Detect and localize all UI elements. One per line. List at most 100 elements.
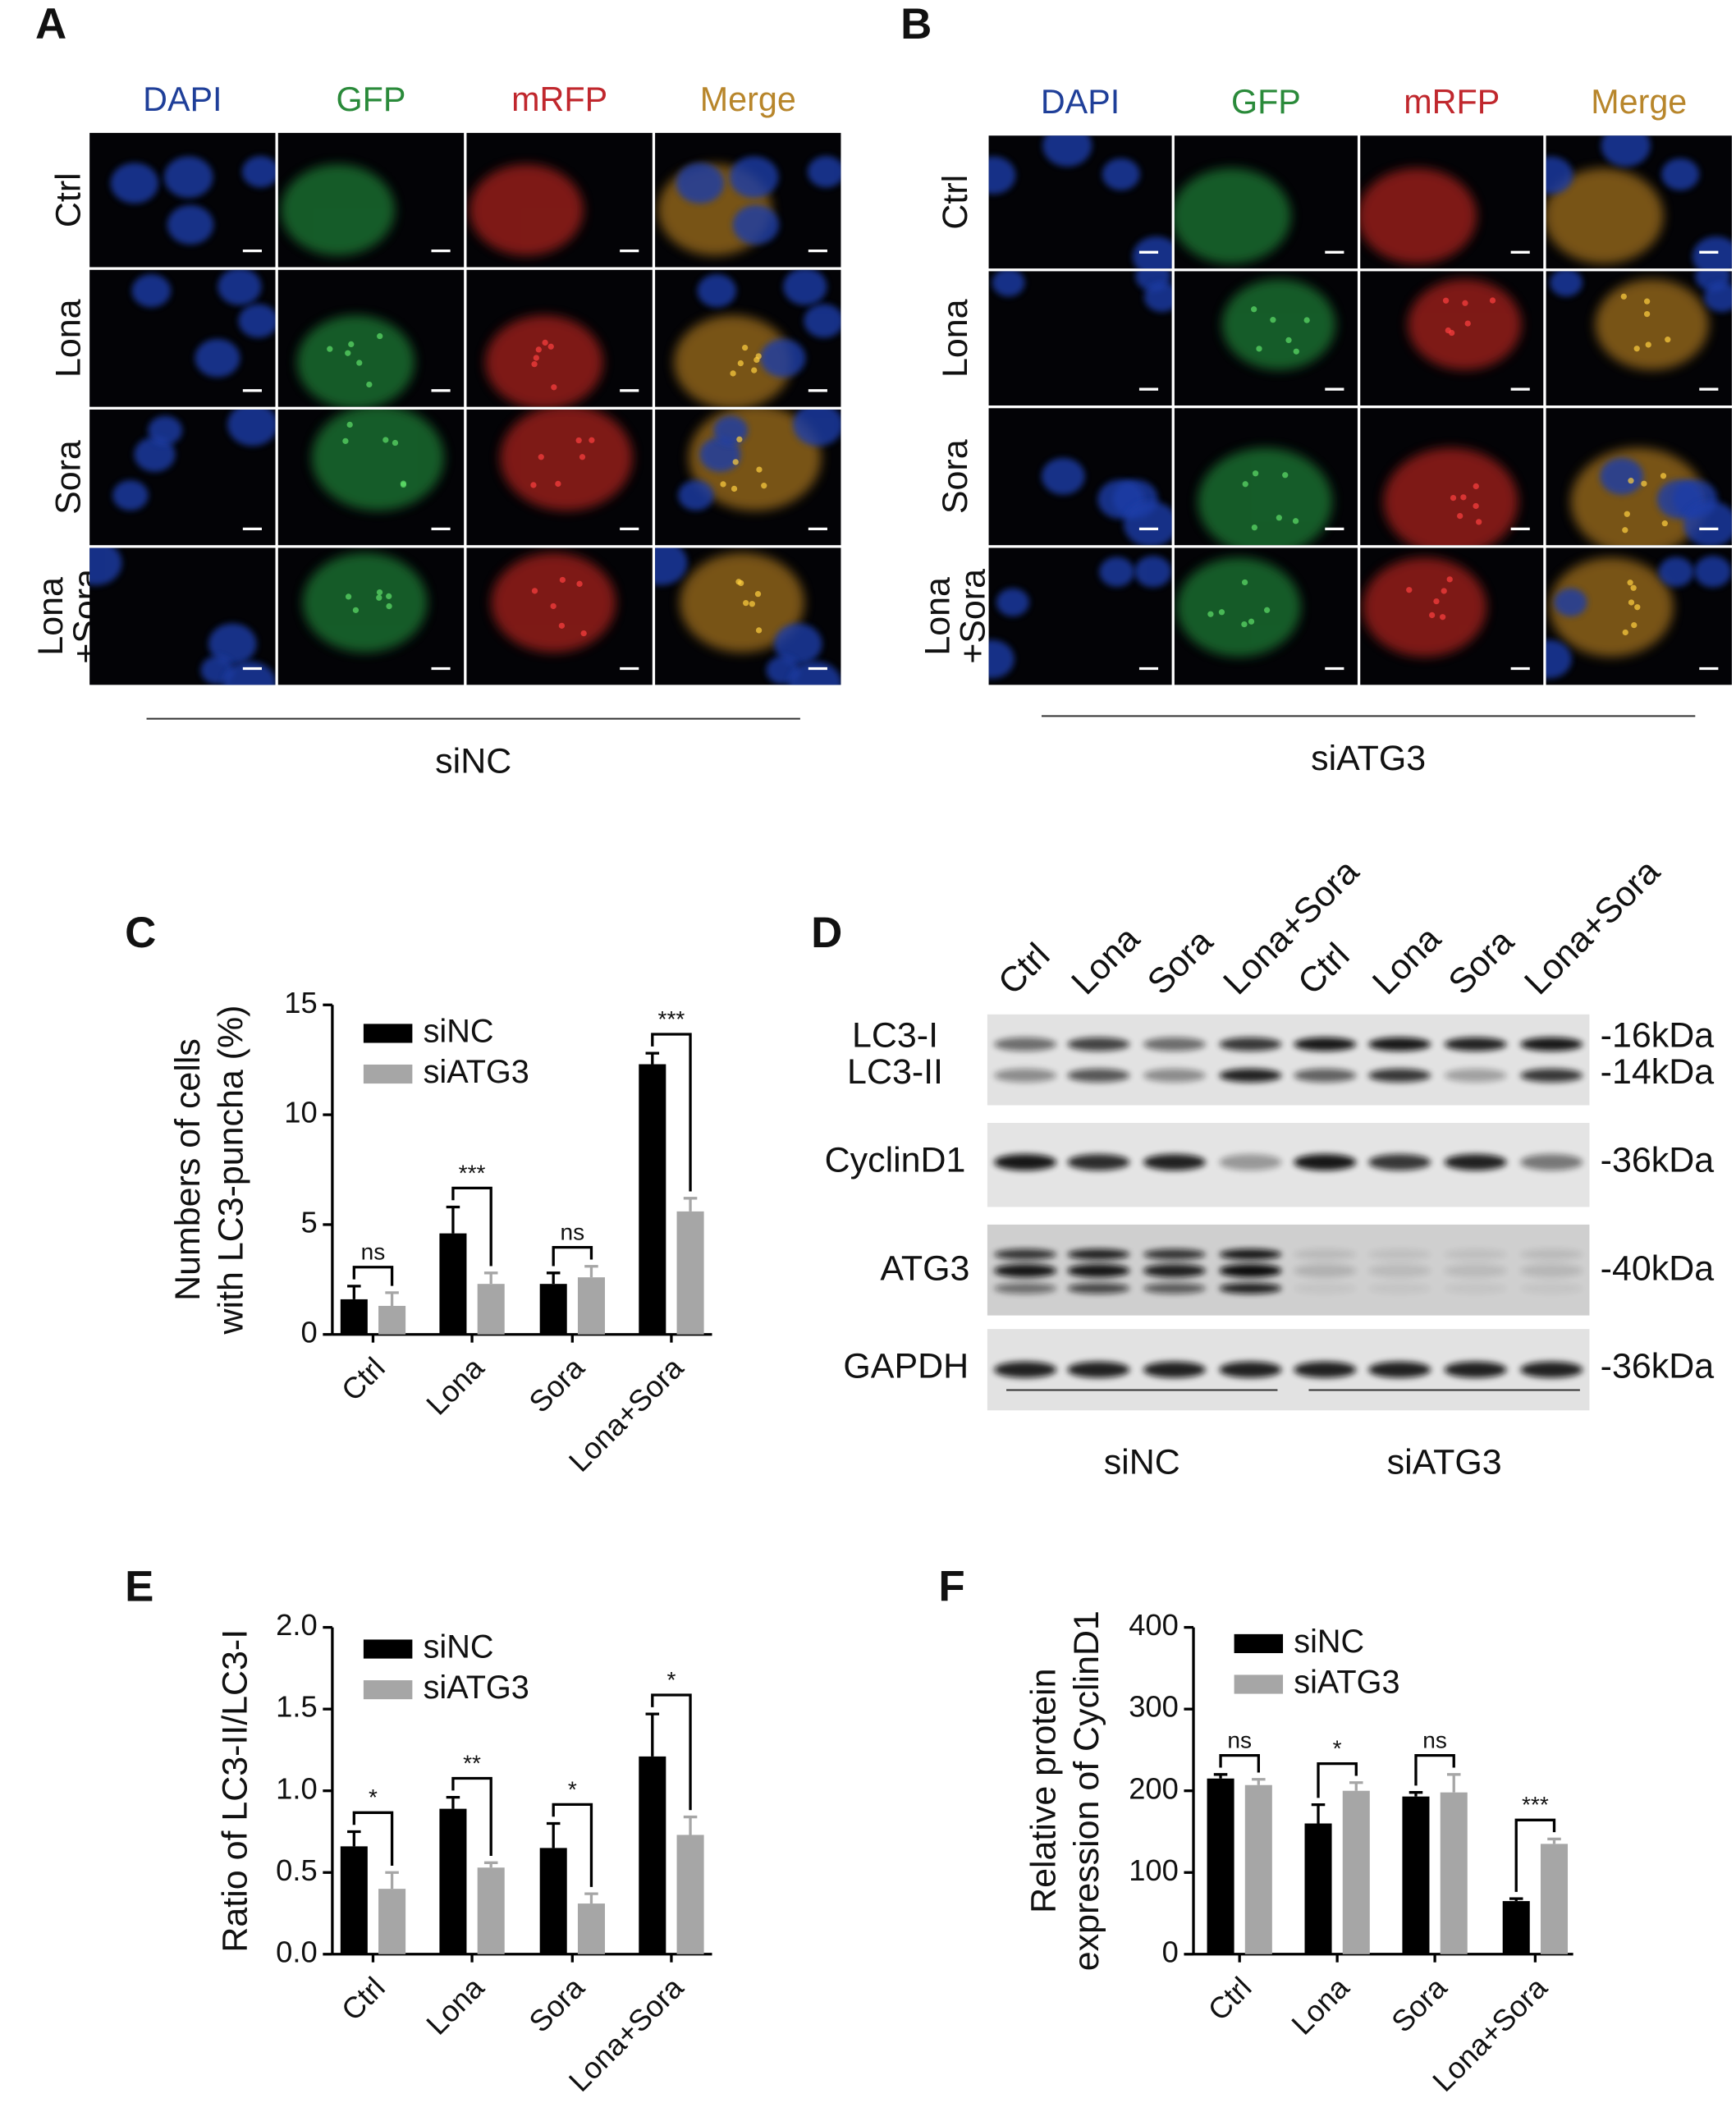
blot-band [1444,1037,1507,1051]
puncta [741,344,749,351]
significance-bracket [1414,1754,1455,1786]
micrograph [1174,135,1358,269]
nucleus [1099,557,1135,587]
micrograph [1546,271,1732,405]
blot-band [1368,1154,1431,1170]
nucleus [131,274,172,308]
error-bar [347,1285,361,1299]
significance-bracket [352,1811,394,1866]
micrograph [89,547,276,685]
puncta [1630,584,1637,591]
puncta [376,589,383,596]
micrograph-content [678,409,841,511]
nucleus [655,547,688,586]
micrograph [466,132,653,268]
nucleus [783,269,827,305]
nucleus [241,156,276,188]
puncta [1622,629,1628,636]
puncta [531,361,538,368]
error-bar [1349,1781,1363,1791]
puncta [1634,604,1641,611]
puncta [558,622,566,629]
nucleus [1601,135,1651,167]
nucleus [1694,556,1732,588]
cell-signal [1595,279,1709,370]
puncta [1476,519,1482,525]
group-label: siATG3 [1387,1443,1502,1482]
puncta [386,593,392,600]
cell-signal [1221,279,1336,370]
bar [676,1835,704,1954]
protein-label: ATG3 [880,1248,969,1288]
puncta [386,602,392,610]
nucleus [793,409,841,447]
blot-band [1143,1263,1206,1278]
micrograph [1360,271,1544,405]
group-label: siNC [1104,1443,1180,1482]
legend-swatch [363,1639,413,1659]
puncta [1263,607,1271,613]
bar [577,1277,605,1335]
micrograph-content [657,156,841,256]
blot-band [1067,1154,1130,1170]
puncta [1433,598,1440,605]
lane-label: Sora [1140,922,1221,1002]
micrograph [1360,408,1544,546]
puncta [356,360,363,366]
puncta [1449,329,1455,337]
micrograph-content [485,315,603,407]
micrograph-content [1198,447,1333,546]
puncta [1218,609,1225,616]
puncta [376,594,382,601]
micrograph-content [302,552,428,653]
puncta [1276,515,1282,521]
cell-signal [302,552,428,653]
puncta [1441,588,1447,594]
puncta [1292,518,1299,525]
puncta [1282,472,1289,479]
nucleus [1600,457,1644,495]
blot-band [1067,1263,1130,1278]
micrograph-content [674,269,841,407]
blot-band [1143,1154,1206,1170]
bar [676,1211,704,1335]
nucleus [238,304,276,338]
cell-signal [296,315,415,407]
nucleus [804,304,841,338]
nucleus [218,269,262,305]
mw-label: -36kDa [1601,1346,1715,1386]
panel-letter: C [125,909,156,957]
significance-label: ns [361,1239,386,1265]
nucleus [988,156,1016,195]
blot-band [994,1263,1057,1278]
puncta [1665,337,1671,343]
significance-label: *** [1522,1792,1549,1817]
lane-label: Lona [1365,919,1449,1003]
channel-header: GFP [337,80,406,118]
puncta [555,480,561,488]
cell-signal [491,552,616,653]
bar [378,1889,406,1954]
blot-band [994,1037,1057,1051]
error-bar [1446,1773,1461,1793]
blot-band [1368,1068,1431,1083]
puncta [1627,579,1633,586]
significance-bracket [552,1803,593,1887]
x-tick-label: Ctrl [335,1971,392,2027]
nucleus [167,204,214,245]
error-bar [1547,1837,1561,1844]
micrograph [655,409,841,546]
channel-header: DAPI [1041,83,1120,121]
puncta [1464,320,1471,327]
bar [439,1233,467,1335]
error-bar [546,1821,561,1848]
y-tick-label: 10 [284,1096,317,1129]
nucleus [1041,457,1085,495]
puncta [754,591,762,598]
channel-header: Merge [1591,83,1687,121]
puncta [342,437,349,444]
micrograph-content [1570,447,1732,546]
blot-band [1520,1037,1583,1051]
puncta [1645,341,1651,348]
blot-band [1067,1361,1130,1378]
